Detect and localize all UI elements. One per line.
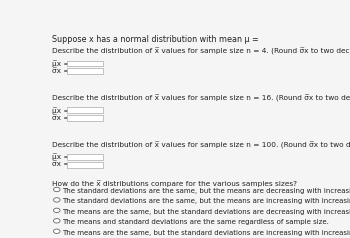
Text: μ̅x =: μ̅x =	[52, 107, 70, 114]
FancyBboxPatch shape	[67, 107, 103, 113]
Text: The standard deviations are the same, but the means are increasing with increasi: The standard deviations are the same, bu…	[62, 198, 350, 204]
Circle shape	[54, 208, 60, 213]
Text: The means are the same, but the standard deviations are increasing with increasi: The means are the same, but the standard…	[62, 230, 350, 236]
Circle shape	[54, 229, 60, 233]
Text: σ̅x =: σ̅x =	[52, 115, 69, 121]
Text: Describe the distribution of x̅ values for sample size n = 16. (Round σ̅x to two: Describe the distribution of x̅ values f…	[52, 94, 350, 102]
FancyBboxPatch shape	[67, 162, 103, 168]
Text: σ̅x =: σ̅x =	[52, 161, 69, 167]
FancyBboxPatch shape	[67, 61, 103, 66]
Circle shape	[54, 198, 60, 202]
Text: The means are the same, but the standard deviations are decreasing with increasi: The means are the same, but the standard…	[62, 209, 350, 215]
FancyBboxPatch shape	[67, 68, 103, 74]
Circle shape	[54, 218, 60, 223]
Text: Describe the distribution of x̅ values for sample size n = 4. (Round σ̅x to two : Describe the distribution of x̅ values f…	[52, 48, 350, 55]
Text: μ̅x =: μ̅x =	[52, 154, 70, 160]
Text: The means and standard deviations are the same regardless of sample size.: The means and standard deviations are th…	[62, 219, 329, 225]
FancyBboxPatch shape	[67, 154, 103, 160]
Text: The standard deviations are the same, but the means are decreasing with increasi: The standard deviations are the same, bu…	[62, 188, 350, 194]
Circle shape	[54, 187, 60, 192]
Text: Describe the distribution of x̅ values for sample size n = 100. (Round σ̅x to tw: Describe the distribution of x̅ values f…	[52, 141, 350, 149]
FancyBboxPatch shape	[67, 115, 103, 121]
Text: Suppose x has a normal distribution with mean μ =: Suppose x has a normal distribution with…	[52, 35, 261, 44]
Text: How do the x̅ distributions compare for the various samples sizes?: How do the x̅ distributions compare for …	[52, 181, 297, 187]
Text: μ̅x =: μ̅x =	[52, 60, 70, 67]
Text: σ̅x =: σ̅x =	[52, 68, 69, 74]
